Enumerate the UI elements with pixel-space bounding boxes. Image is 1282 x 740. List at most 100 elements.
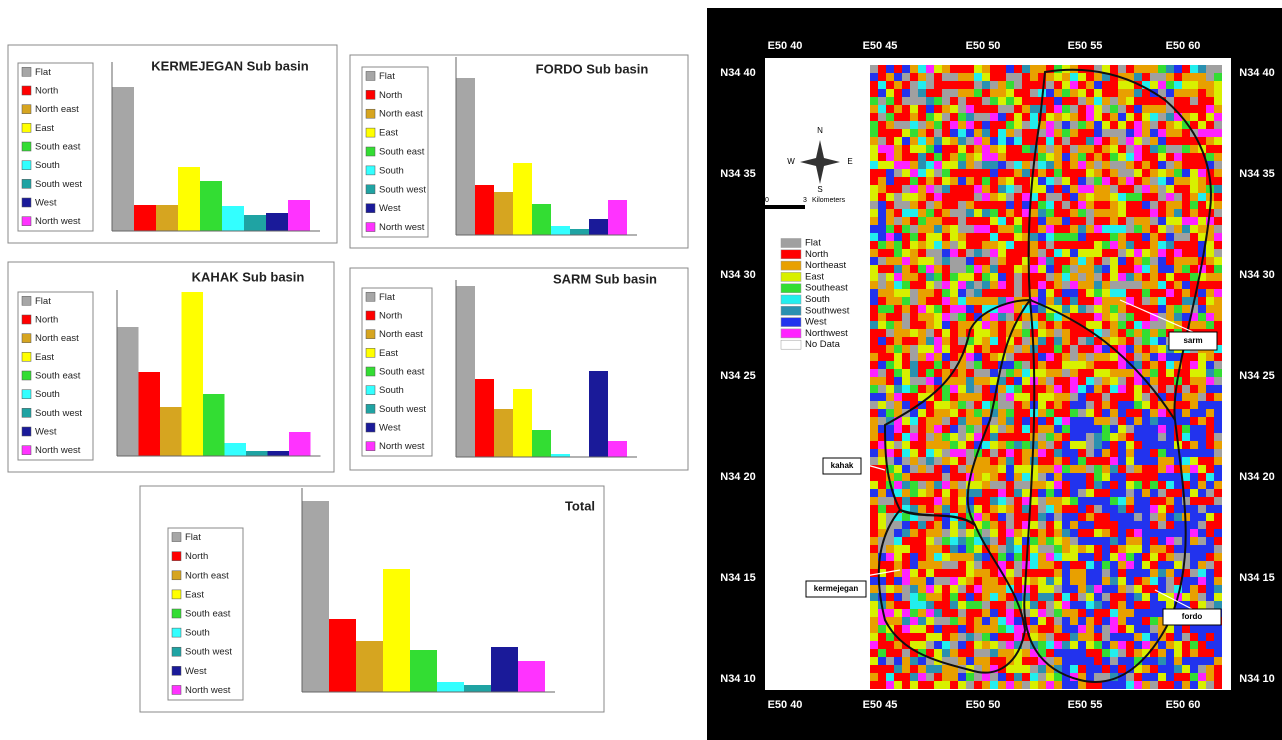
map-pixel — [1150, 185, 1158, 193]
map-pixel — [886, 641, 894, 649]
map-pixel — [1070, 665, 1078, 673]
map-pixel — [1214, 121, 1222, 129]
map-pixel — [886, 449, 894, 457]
map-pixel — [1110, 513, 1118, 521]
map-legend-swatch — [781, 329, 801, 338]
map-pixel — [1190, 185, 1198, 193]
bar — [246, 451, 268, 456]
map-pixel — [1198, 417, 1206, 425]
map-pixel — [974, 161, 982, 169]
map-pixel — [1190, 81, 1198, 89]
map-pixel — [1070, 553, 1078, 561]
map-pixel — [1062, 609, 1070, 617]
map-pixel — [1110, 657, 1118, 665]
map-pixel — [1174, 97, 1182, 105]
map-pixel — [1102, 121, 1110, 129]
map-pixel — [990, 601, 998, 609]
map-pixel — [1134, 401, 1142, 409]
map-pixel — [1102, 393, 1110, 401]
map-pixel — [1182, 409, 1190, 417]
map-pixel — [1086, 665, 1094, 673]
map-pixel — [1070, 545, 1078, 553]
map-pixel — [1022, 313, 1030, 321]
map-pixel — [1070, 353, 1078, 361]
map-pixel — [1086, 425, 1094, 433]
map-pixel — [1190, 153, 1198, 161]
map-pixel — [1054, 321, 1062, 329]
map-pixel — [1054, 537, 1062, 545]
map-pixel — [1094, 177, 1102, 185]
map-pixel — [910, 281, 918, 289]
map-pixel — [942, 401, 950, 409]
map-pixel — [886, 601, 894, 609]
map-pixel — [934, 449, 942, 457]
map-pixel — [1134, 289, 1142, 297]
map-pixel — [982, 73, 990, 81]
map-pixel — [1198, 473, 1206, 481]
map-pixel — [1166, 585, 1174, 593]
map-pixel — [1014, 457, 1022, 465]
map-pixel — [926, 305, 934, 313]
map-pixel — [1166, 641, 1174, 649]
map-pixel — [1158, 185, 1166, 193]
map-pixel — [1094, 97, 1102, 105]
map-pixel — [894, 385, 902, 393]
map-pixel — [1126, 385, 1134, 393]
bar — [289, 432, 311, 456]
map-pixel — [958, 129, 966, 137]
map-pixel — [878, 377, 886, 385]
map-pixel — [1102, 521, 1110, 529]
map-pixel — [894, 425, 902, 433]
map-pixel — [990, 657, 998, 665]
legend-label: East — [379, 128, 398, 139]
map-pixel — [950, 353, 958, 361]
map-pixel — [1078, 393, 1086, 401]
map-pixel — [1214, 113, 1222, 121]
legend-swatch — [22, 123, 31, 132]
map-pixel — [958, 201, 966, 209]
map-pixel — [958, 385, 966, 393]
map-pixel — [1198, 457, 1206, 465]
map-pixel — [1046, 241, 1054, 249]
map-pixel — [958, 553, 966, 561]
map-pixel — [1094, 433, 1102, 441]
map-pixel — [982, 585, 990, 593]
map-pixel — [982, 145, 990, 153]
map-pixel — [886, 113, 894, 121]
map-pixel — [1046, 281, 1054, 289]
map-pixel — [1214, 537, 1222, 545]
map-pixel — [1126, 545, 1134, 553]
map-pixel — [1174, 153, 1182, 161]
map-pixel — [918, 345, 926, 353]
map-pixel — [1006, 649, 1014, 657]
map-pixel — [1070, 297, 1078, 305]
compass-s: S — [817, 185, 822, 194]
map-pixel — [958, 585, 966, 593]
map-pixel — [1118, 625, 1126, 633]
map-pixel — [1214, 545, 1222, 553]
map-pixel — [894, 217, 902, 225]
map-pixel — [1158, 273, 1166, 281]
map-pixel — [910, 577, 918, 585]
map-pixel — [886, 609, 894, 617]
map-pixel — [1134, 609, 1142, 617]
map-pixel — [1110, 169, 1118, 177]
map-pixel — [1182, 289, 1190, 297]
map-pixel — [1150, 633, 1158, 641]
bar — [608, 441, 627, 457]
map-pixel — [934, 337, 942, 345]
map-pixel — [910, 345, 918, 353]
map-pixel — [990, 289, 998, 297]
bar — [456, 78, 475, 235]
map-pixel — [870, 529, 878, 537]
map-pixel — [910, 129, 918, 137]
map-pixel — [998, 129, 1006, 137]
map-pixel — [1166, 193, 1174, 201]
map-pixel — [1054, 153, 1062, 161]
map-pixel — [910, 449, 918, 457]
map-pixel — [1166, 177, 1174, 185]
map-pixel — [1214, 217, 1222, 225]
map-pixel — [1190, 553, 1198, 561]
map-pixel — [926, 473, 934, 481]
map-pixel — [870, 521, 878, 529]
